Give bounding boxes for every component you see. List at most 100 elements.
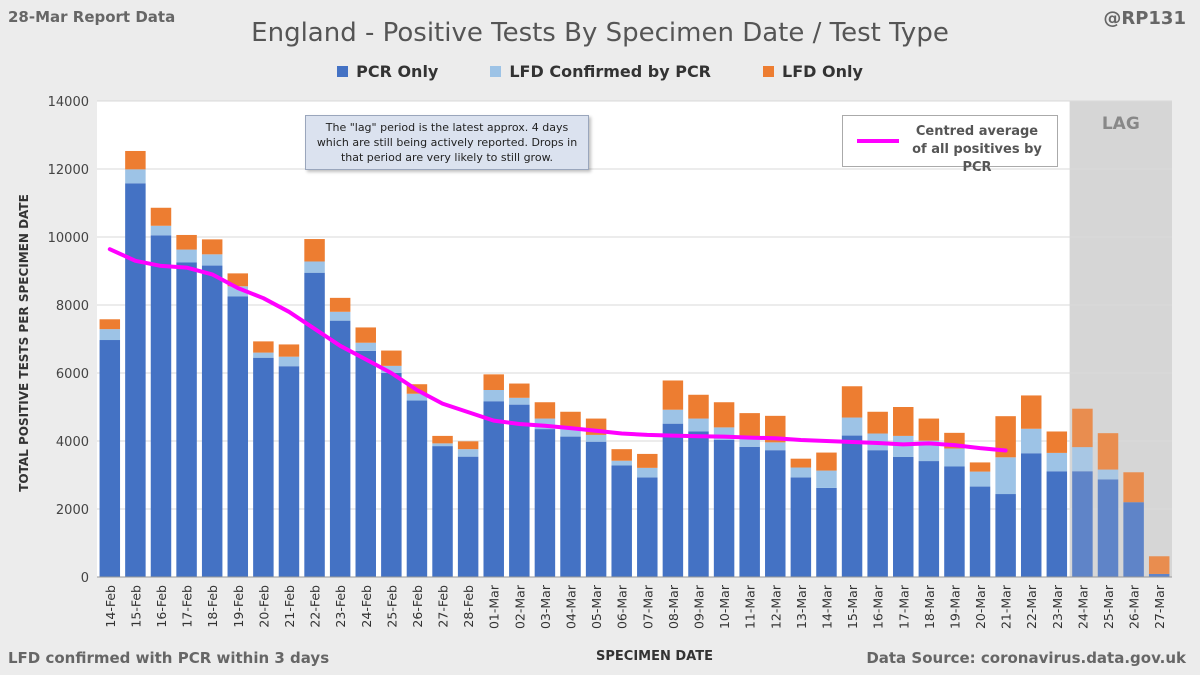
- bar-lfd-only: [457, 441, 479, 450]
- bar-lfd-only: [841, 386, 863, 418]
- bar-pcr: [1072, 471, 1093, 577]
- x-tick-label: 26-Feb: [410, 585, 425, 628]
- bar-lfd-confirmed: [1097, 469, 1119, 480]
- lfd-footnote: LFD confirmed with PCR within 3 days: [8, 649, 330, 667]
- bar-lfd-only: [893, 407, 914, 436]
- bar-lfd-only: [509, 383, 530, 398]
- bar-lfd-confirmed: [816, 470, 837, 488]
- bar-lfd-confirmed: [125, 169, 146, 184]
- x-tick-label: 22-Mar: [1024, 584, 1039, 629]
- bar-lfd-only: [1123, 472, 1144, 503]
- bar-lfd-only: [637, 453, 658, 468]
- x-tick-label: 10-Mar: [717, 584, 732, 629]
- bar-lfd-only: [918, 418, 940, 441]
- bar-pcr: [688, 431, 709, 577]
- bar-pcr: [995, 494, 1016, 577]
- bar-lfd-only: [1046, 431, 1068, 453]
- bar-lfd-only: [278, 344, 300, 357]
- bar-lfd-only: [483, 374, 504, 390]
- bar-lfd-only: [765, 415, 786, 443]
- bar-pcr: [457, 456, 479, 577]
- bar-lfd-confirmed: [406, 393, 428, 401]
- bar-lfd-confirmed: [150, 225, 172, 236]
- bar-pcr: [969, 486, 991, 577]
- bar-lfd-only: [1020, 395, 1042, 429]
- bar-lfd-only: [713, 402, 735, 428]
- x-tick-label: 17-Mar: [896, 584, 911, 629]
- bar-lfd-confirmed: [560, 428, 581, 437]
- x-tick-label: 18-Mar: [922, 584, 937, 629]
- bar-pcr: [1148, 573, 1170, 577]
- bar-pcr: [304, 272, 325, 577]
- bar-lfd-only: [1148, 556, 1170, 574]
- bar-lfd-confirmed: [483, 390, 504, 402]
- bar-lfd-confirmed: [509, 397, 530, 405]
- report-date-label: 28-Mar Report Data: [8, 8, 176, 26]
- x-tick-label: 21-Feb: [282, 585, 297, 628]
- bar-lfd-confirmed: [1046, 452, 1068, 472]
- bar-pcr: [713, 439, 735, 577]
- bar-pcr: [944, 466, 965, 577]
- bar-lfd-only: [662, 380, 684, 410]
- bar-lfd-confirmed: [201, 254, 223, 266]
- y-axis-title: TOTAL POSITIVE TESTS PER SPECIMEN DATE: [17, 194, 31, 492]
- x-tick-label: 20-Feb: [256, 585, 271, 628]
- bar-lfd-confirmed: [278, 356, 300, 367]
- bar-lfd-confirmed: [637, 467, 658, 478]
- x-tick-label: 08-Mar: [666, 584, 681, 629]
- bar-lfd-only: [611, 449, 632, 461]
- bar-lfd-confirmed: [995, 457, 1016, 495]
- bar-lfd-confirmed: [1020, 428, 1042, 454]
- bar-pcr: [816, 487, 837, 577]
- y-tick-label: 14000: [48, 95, 89, 110]
- bar-lfd-only: [995, 416, 1016, 458]
- bar-lfd-only: [432, 435, 453, 444]
- bar-pcr: [739, 446, 760, 577]
- author-handle: @RP131: [1103, 8, 1186, 29]
- x-tick-label: 03-Mar: [538, 584, 553, 629]
- data-source: Data Source: coronavirus.data.gov.uk: [866, 649, 1186, 667]
- bar-pcr: [278, 366, 300, 577]
- bar-lfd-confirmed: [304, 261, 325, 273]
- bar-pcr: [150, 235, 172, 578]
- bar-pcr: [841, 435, 863, 577]
- legend: PCR Only LFD Confirmed by PCR LFD Only: [0, 62, 1200, 81]
- legend-item-pcr: PCR Only: [337, 62, 438, 81]
- bar-lfd-confirmed: [1072, 447, 1093, 472]
- average-legend-box: Centred average of all positives by PCR: [842, 115, 1058, 175]
- bar-lfd-only: [381, 350, 402, 366]
- bar-pcr: [355, 350, 376, 577]
- bar-pcr: [637, 477, 658, 577]
- x-tick-label: 24-Feb: [359, 585, 374, 628]
- legend-item-lfd-only: LFD Only: [763, 62, 863, 81]
- x-tick-label: 16-Mar: [871, 584, 886, 629]
- x-tick-label: 19-Mar: [947, 584, 962, 629]
- bar-pcr: [560, 436, 581, 577]
- average-legend-line: [857, 139, 899, 143]
- bar-lfd-only: [355, 327, 376, 343]
- bar-lfd-confirmed: [227, 286, 249, 297]
- bar-lfd-confirmed: [611, 460, 632, 466]
- x-tick-label: 14-Feb: [103, 585, 118, 628]
- bar-lfd-confirmed: [355, 342, 376, 351]
- y-tick-label: 4000: [56, 435, 89, 450]
- legend-swatch-pcr: [337, 66, 349, 77]
- chart-title: England - Positive Tests By Specimen Dat…: [251, 18, 949, 48]
- x-tick-label: 13-Mar: [794, 584, 809, 629]
- bar-lfd-confirmed: [457, 449, 479, 457]
- x-tick-label: 15-Mar: [845, 584, 860, 629]
- bar-pcr: [201, 265, 223, 577]
- bar-pcr: [534, 429, 556, 577]
- bar-pcr: [432, 446, 453, 577]
- bar-pcr: [1097, 479, 1119, 577]
- bar-lfd-only: [176, 234, 197, 250]
- x-tick-label: 04-Mar: [564, 584, 579, 629]
- x-tick-label: 19-Feb: [231, 585, 246, 628]
- x-tick-label: 23-Mar: [1050, 584, 1065, 629]
- bar-lfd-confirmed: [329, 311, 351, 321]
- x-tick-label: 21-Mar: [999, 584, 1014, 629]
- y-tick-label: 10000: [48, 231, 89, 246]
- bar-lfd-only: [99, 319, 121, 330]
- bar-lfd-only: [688, 394, 709, 419]
